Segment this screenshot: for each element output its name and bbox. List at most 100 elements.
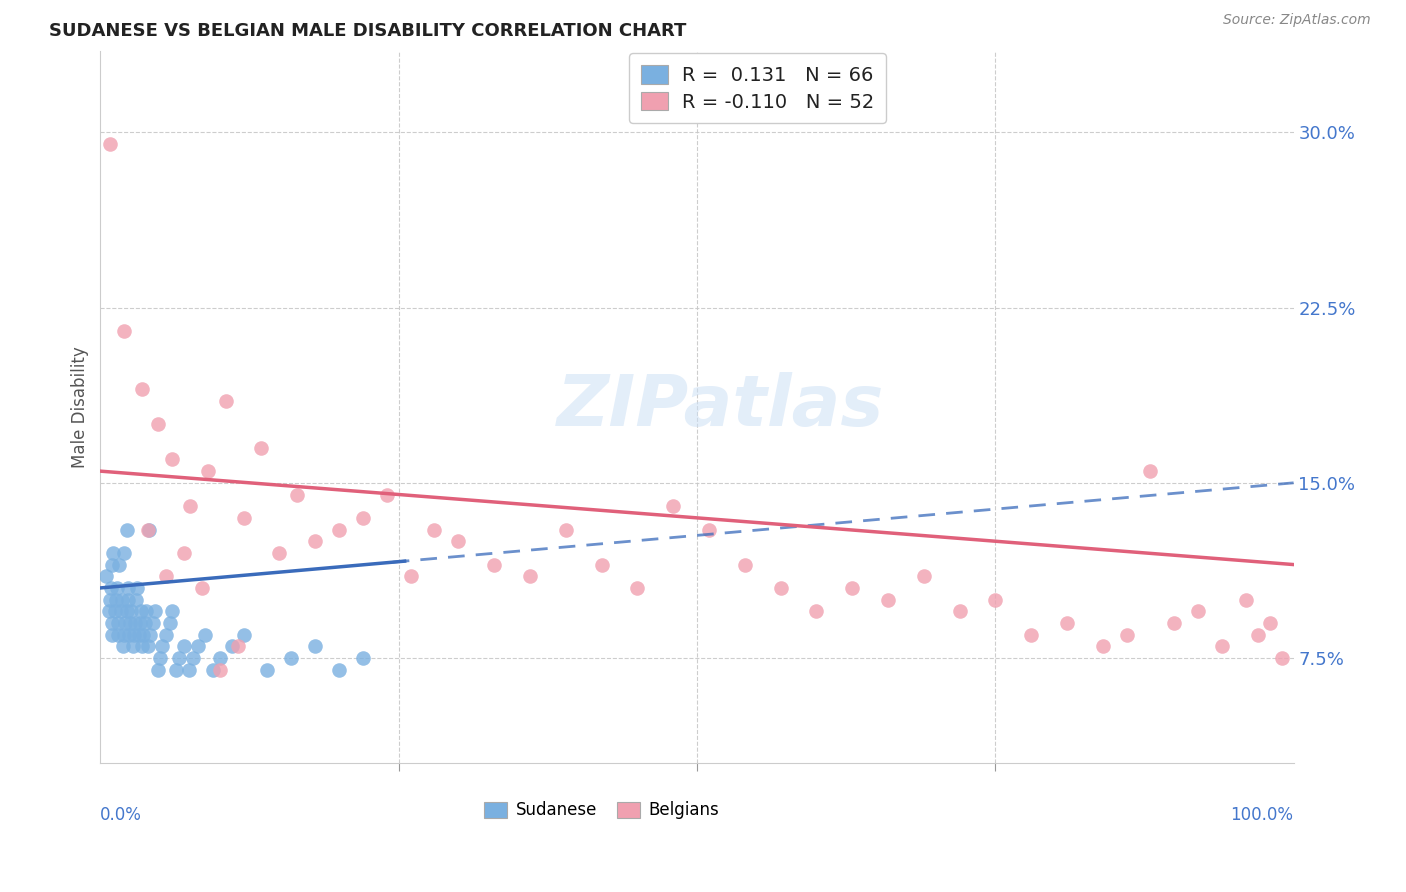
Point [100,581,122,595]
Point [121,640,143,654]
Point [734,558,756,572]
Legend: Sudanese, Belgians: Sudanese, Belgians [477,795,725,826]
Point [159,615,181,630]
Point [128,627,150,641]
Point [160,452,183,467]
Point [101,615,124,630]
Point [232,511,254,525]
Point [149,651,172,665]
Point [806,604,828,618]
Point [132,627,155,641]
Point [352,651,374,665]
Point [197,464,219,478]
Point [131,640,153,654]
Point [912,569,935,583]
Point [187,640,209,654]
Point [375,487,398,501]
Point [112,627,135,641]
Point [117,592,139,607]
Point [115,523,138,537]
Point [269,546,291,560]
Point [142,615,165,630]
Point [423,523,446,537]
Point [104,604,127,618]
Point [1271,651,1294,665]
Point [662,499,685,513]
Point [124,615,146,630]
Point [98,592,121,607]
Point [129,604,152,618]
Point [352,511,374,525]
Point [877,592,900,607]
Point [125,592,148,607]
Point [110,604,132,618]
Point [304,534,326,549]
Point [136,523,159,537]
Point [214,394,236,409]
Point [103,546,125,560]
Point [139,627,162,641]
Point [191,581,214,595]
Point [183,651,205,665]
Point [1091,640,1114,654]
Point [98,137,121,152]
Point [120,604,142,618]
Point [114,615,136,630]
Point [135,604,157,618]
Point [841,581,863,595]
Point [328,663,350,677]
Point [167,651,190,665]
Point [128,615,150,630]
Point [626,581,648,595]
Point [226,640,249,654]
Point [112,546,135,560]
Point [1187,604,1209,618]
Point [179,499,201,513]
Point [173,640,195,654]
Point [208,651,231,665]
Point [256,663,278,677]
Point [280,651,302,665]
Point [1247,627,1270,641]
Point [554,523,576,537]
Point [208,663,231,677]
Point [111,592,134,607]
Point [108,558,131,572]
Point [232,627,254,641]
Point [107,615,129,630]
Text: 100.0%: 100.0% [1230,805,1294,824]
Point [122,627,145,641]
Point [104,592,127,607]
Point [948,604,970,618]
Point [177,663,200,677]
Point [591,558,613,572]
Point [482,558,505,572]
Point [134,615,156,630]
Point [143,604,166,618]
Point [1115,627,1137,641]
Point [107,627,129,641]
Point [155,627,177,641]
Point [101,627,124,641]
Text: Source: ZipAtlas.com: Source: ZipAtlas.com [1223,13,1371,28]
Point [1139,464,1161,478]
Point [131,383,153,397]
Point [399,569,422,583]
Point [447,534,470,549]
Point [155,569,177,583]
Point [697,523,720,537]
Point [160,604,183,618]
Point [201,663,224,677]
Point [96,569,118,583]
Point [117,581,139,595]
Point [1163,615,1185,630]
Point [1234,592,1257,607]
Point [165,663,187,677]
Point [1056,615,1078,630]
Point [111,640,134,654]
Point [304,640,326,654]
Point [105,581,128,595]
Point [152,640,174,654]
Point [127,581,149,595]
Point [97,604,120,618]
